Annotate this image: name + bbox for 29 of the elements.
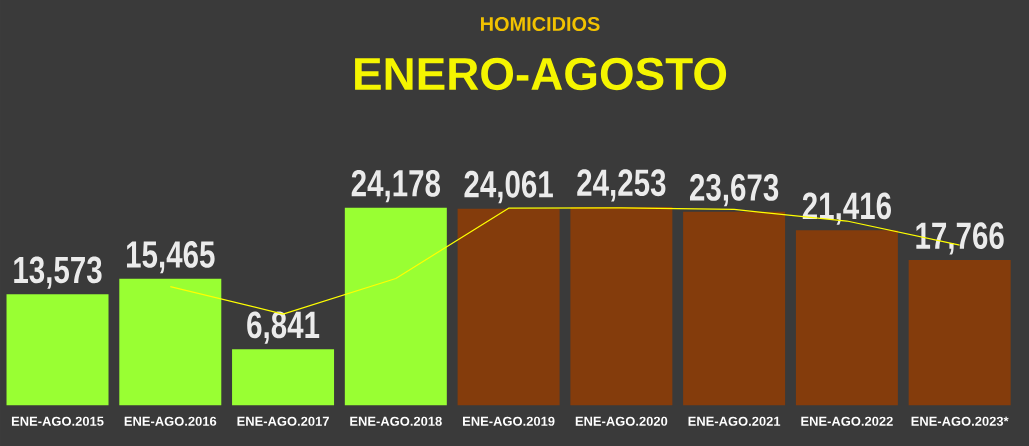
x-tick-label: ENE-AGO.2015 [11,416,104,426]
data-label: 23,673 [690,174,779,207]
bar [570,207,673,406]
data-label: 6,841 [247,311,320,344]
data-label: 21,416 [802,192,891,225]
data-label: 13,573 [14,256,102,289]
bar [795,230,898,406]
x-tick-label: ENE-AGO.2019 [463,416,555,426]
x-tick-label: ENE-AGO.2017 [237,416,329,426]
data-label: 17,766 [916,222,1004,255]
chart-title: HOMICIDIOS [481,16,600,32]
bar [457,208,560,406]
x-tick-label: ENE-AGO.2022 [801,416,893,426]
bar [683,211,786,406]
data-label: 24,061 [464,170,553,204]
x-tick-label: ENE-AGO.2021 [688,416,781,426]
chart-subtitle: ENERO-AGOSTO [355,57,727,91]
data-label: 24,178 [351,169,441,203]
data-label: 15,465 [126,241,215,274]
bar [6,294,109,406]
bar [119,278,222,406]
bar [908,260,1011,406]
x-tick-label: ENE-AGO.2020 [575,416,668,426]
bar [344,207,447,406]
data-label: 24,253 [577,169,666,202]
bar [232,349,335,406]
x-tick-label: ENE-AGO.2023* [911,416,1009,426]
x-tick-label: ENE-AGO.2018 [350,416,442,426]
x-tick-label: ENE-AGO.2016 [124,416,217,426]
